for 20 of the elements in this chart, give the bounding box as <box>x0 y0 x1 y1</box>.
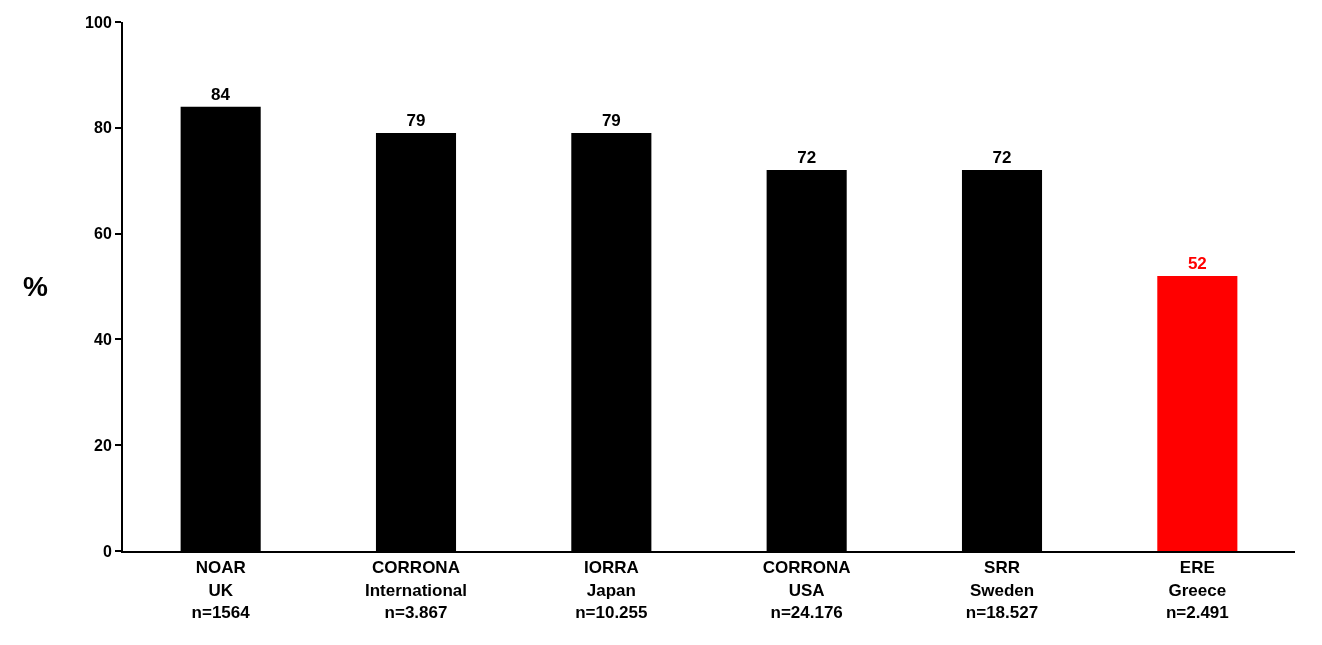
data-label: 79 <box>601 111 621 131</box>
y-tick-label: 100 <box>85 13 112 31</box>
y-axis-title: % <box>23 271 48 302</box>
x-tick-label: ERE Greece n=2.491 <box>1165 558 1229 622</box>
y-tick-label: 20 <box>94 436 112 454</box>
x-tick-label: CORRONA USA n=24.176 <box>762 558 851 622</box>
x-tick-label: NOAR UK n=1564 <box>191 558 251 622</box>
y-tick-label: 0 <box>102 542 112 560</box>
data-label: 52 <box>1187 253 1207 273</box>
y-tick-label: 60 <box>94 225 112 243</box>
bar <box>1157 275 1238 551</box>
data-label: 72 <box>797 148 817 168</box>
data-label: 72 <box>992 148 1012 168</box>
x-tick-label: SRR Sweden n=18.527 <box>965 558 1039 622</box>
data-label: 79 <box>406 111 426 131</box>
x-tick-label: CORRONA International n=3.867 <box>364 558 468 622</box>
data-label: 84 <box>210 84 231 104</box>
y-tick-label: 80 <box>94 119 112 137</box>
y-tick-label: 40 <box>94 331 112 348</box>
x-tick-label: IORRA Japan n=10.255 <box>575 558 648 622</box>
